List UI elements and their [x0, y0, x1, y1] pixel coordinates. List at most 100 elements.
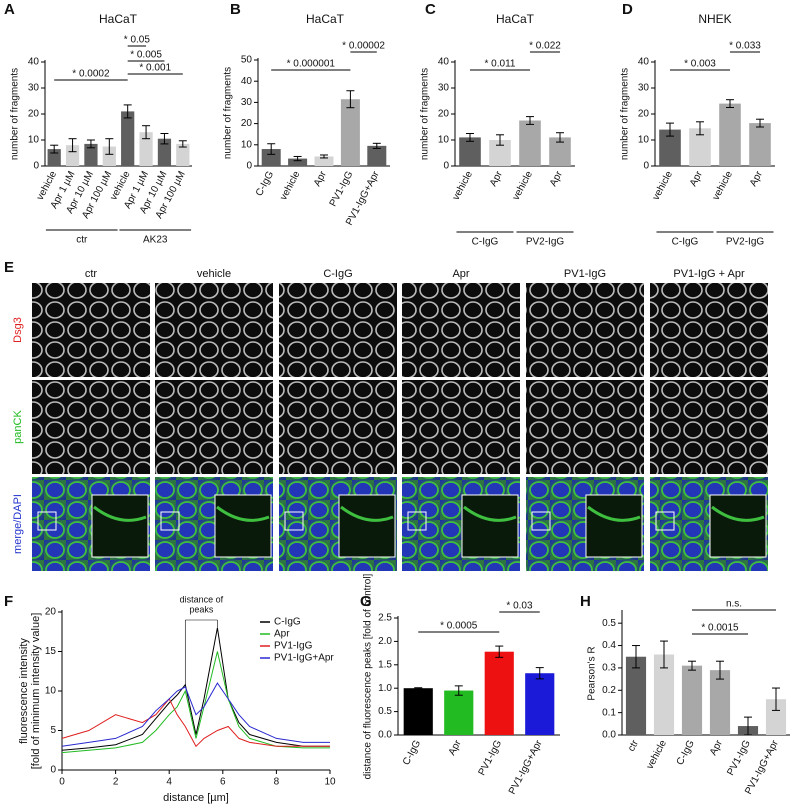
bar	[84, 143, 98, 166]
y-tick-label: 30	[241, 97, 253, 108]
inset-cell	[340, 505, 394, 522]
significance-label: * 0.0015	[701, 623, 739, 634]
y-tick-label: 0	[443, 161, 449, 172]
inset	[338, 494, 396, 558]
micrograph	[32, 283, 150, 377]
chart-title: NHEK	[698, 12, 731, 26]
significance-label: * 0.022	[529, 41, 561, 52]
panel-letter: A	[4, 1, 15, 18]
legend-label: PV1-IgG	[274, 641, 313, 652]
y-tick-label: 0	[643, 161, 649, 172]
row-label: Dsg3	[12, 317, 24, 343]
bar	[765, 699, 787, 735]
column-label: C-IgG	[323, 268, 352, 280]
bar	[288, 158, 308, 166]
bar	[261, 149, 281, 166]
significance-label: * 0.011	[485, 59, 516, 70]
inset	[585, 494, 643, 558]
bar	[489, 140, 511, 166]
column-label: PV1-IgG	[564, 268, 606, 280]
column-label: Apr	[452, 268, 469, 280]
significance-label: * 0.005	[130, 50, 162, 61]
y-tick-label: 0.5	[378, 706, 392, 717]
x-tick-label: Apr	[447, 738, 464, 757]
micrograph	[279, 380, 397, 474]
bar	[719, 103, 741, 166]
y-tick-label: 0.0	[378, 730, 392, 741]
micrograph	[402, 380, 520, 474]
y-tick-label: 30	[28, 83, 40, 94]
x-tick-label: 4	[166, 777, 172, 788]
y-tick-label: 2.0	[378, 636, 392, 647]
inset-cell	[463, 505, 517, 522]
bar	[139, 132, 153, 166]
y-tick-label: 40	[28, 57, 40, 68]
x-tick-label: PV1-IgG+Apr	[507, 738, 545, 797]
x-tick-label: Apr	[748, 169, 765, 188]
panel-letter: G	[360, 593, 372, 610]
y-tick-label: 20	[45, 607, 57, 618]
x-tick-label: C-IgG	[254, 169, 276, 198]
annotation: distance of	[180, 594, 224, 604]
x-tick-label: PV1-IgG	[725, 738, 753, 777]
y-tick-label: 1.5	[378, 659, 392, 670]
panel-letter: C	[425, 1, 436, 18]
panel-letter: B	[230, 1, 241, 18]
y-tick-label: 40	[241, 76, 253, 87]
group-label: PV2-IgG	[526, 237, 565, 248]
y-tick-label: 10	[28, 135, 40, 146]
bar	[625, 656, 647, 735]
group-label: AK23	[143, 235, 168, 246]
x-tick-label: PV1-IgG	[477, 738, 505, 777]
bar	[749, 123, 771, 166]
y-tick-label: 0.3	[602, 663, 616, 674]
micrograph	[650, 380, 768, 474]
inset	[461, 494, 519, 558]
panel-letter: D	[622, 1, 633, 18]
x-tick-label: C-IgG	[675, 738, 697, 767]
legend-label: PV1-IgG+Apr	[274, 653, 334, 664]
y-axis-label: number of fragments	[420, 68, 431, 160]
x-tick-label: 6	[220, 777, 226, 788]
y-tick-label: 10	[438, 135, 450, 146]
y-axis-label: fluorescence intensity	[18, 638, 30, 744]
bar	[459, 137, 481, 166]
bar	[176, 143, 190, 166]
y-tick-label: 0.2	[602, 685, 616, 696]
x-tick-label: Apr	[548, 169, 565, 188]
bar	[681, 665, 703, 735]
bar	[519, 120, 541, 166]
annotation: peaks	[189, 604, 214, 614]
y-tick-label: 0	[50, 765, 56, 776]
x-tick-label: vehicle	[711, 169, 736, 202]
bar	[659, 129, 681, 166]
bar	[367, 145, 387, 166]
y-tick-label: 40	[638, 57, 650, 68]
bar	[689, 128, 711, 166]
inset-box	[160, 511, 180, 531]
inset-box	[407, 511, 427, 531]
micrograph	[402, 283, 520, 377]
y-axis-label: number of fragments	[620, 68, 631, 160]
y-tick-label: 50	[241, 55, 253, 66]
y-axis-label: number of fragments	[10, 68, 21, 160]
x-tick-label: vehicle	[651, 169, 676, 202]
column-label: PV1-IgG + Apr	[673, 268, 745, 280]
x-tick-label: C-IgG	[401, 738, 423, 767]
y-tick-label: 20	[638, 109, 650, 120]
x-tick-label: Apr	[708, 738, 725, 757]
bar	[340, 99, 360, 166]
y-tick-label: 10	[241, 139, 253, 150]
micrograph	[526, 283, 644, 377]
bar	[65, 145, 80, 166]
bar	[549, 137, 571, 166]
y-tick-label: 10	[638, 135, 650, 146]
x-tick-label: 8	[274, 777, 280, 788]
y-tick-label: 10	[45, 686, 57, 697]
bar	[444, 690, 474, 735]
y-tick-label: 5	[50, 725, 56, 736]
bar	[314, 156, 334, 166]
legend-label: C-IgG	[274, 617, 301, 628]
legend-label: Apr	[274, 629, 290, 640]
group-label: ctr	[76, 235, 88, 246]
